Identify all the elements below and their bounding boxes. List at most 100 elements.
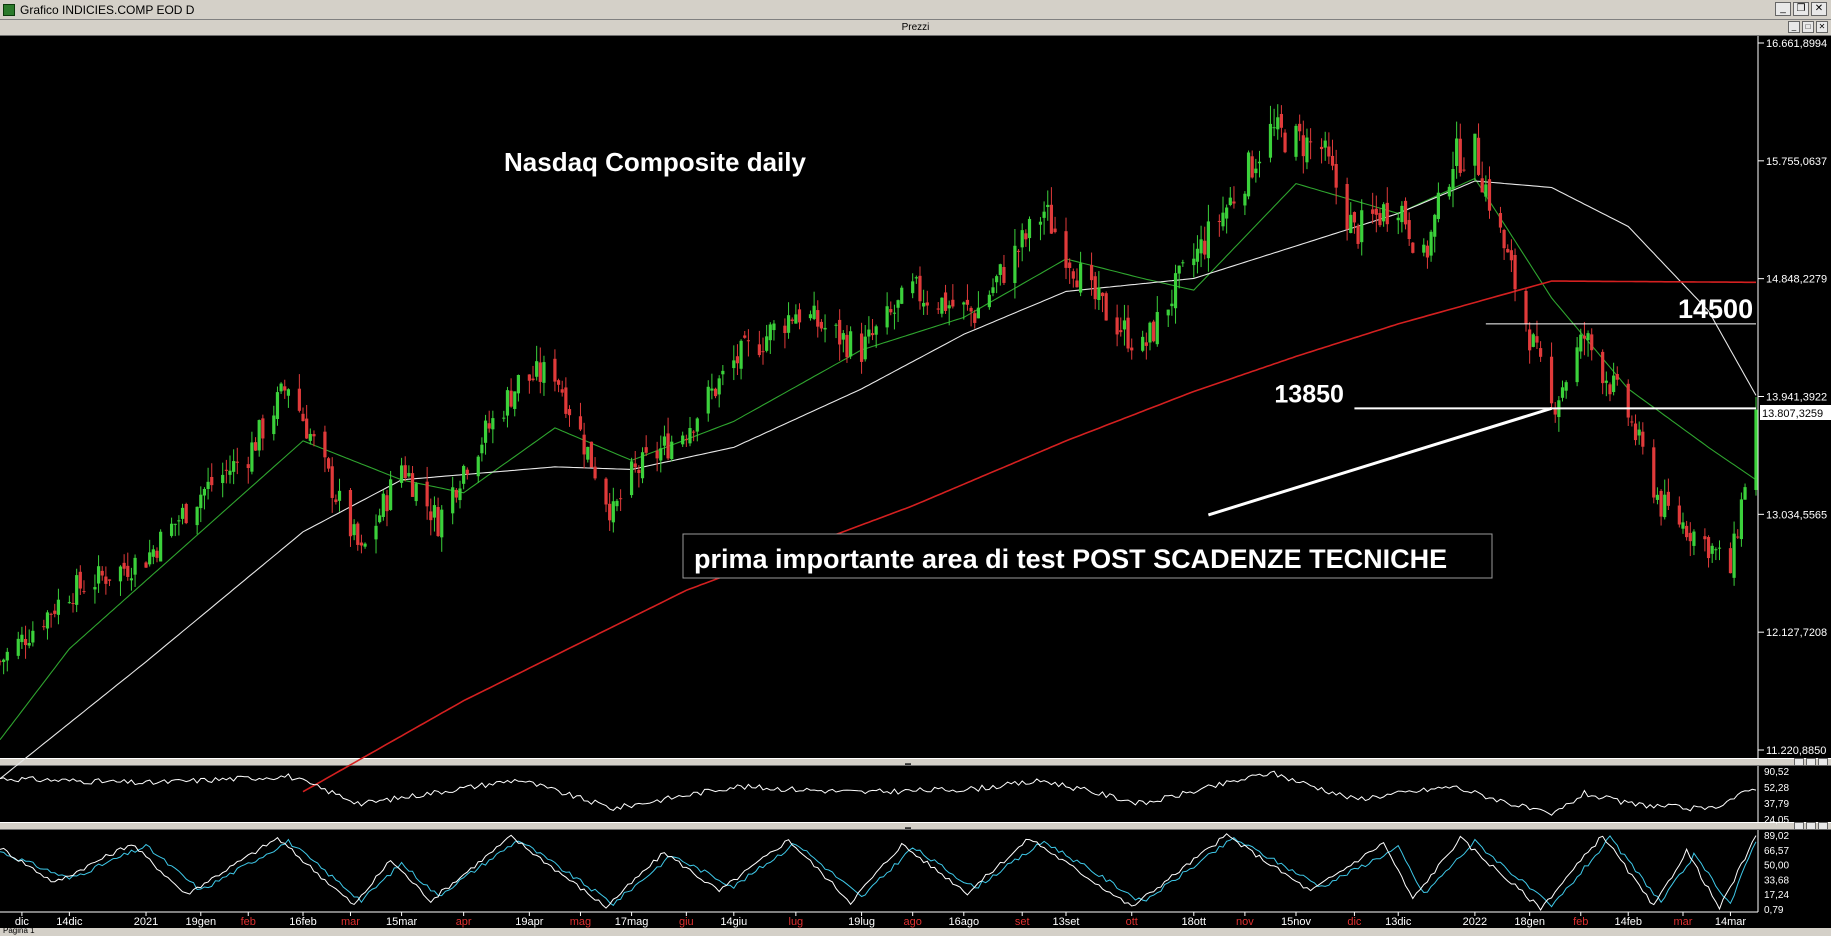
candlestick: [1002, 254, 1006, 285]
date-tick-label: ago: [904, 916, 922, 928]
candlestick: [133, 554, 137, 587]
candlestick: [1221, 196, 1225, 231]
candlestick: [257, 419, 261, 457]
date-tick-label: 14mar: [1715, 916, 1747, 928]
date-tick-label: feb: [1573, 916, 1588, 928]
candlestick: [640, 447, 645, 484]
candlestick: [1020, 223, 1024, 262]
candlestick: [363, 542, 367, 549]
candlestick: [589, 441, 594, 468]
candlestick: [509, 378, 513, 408]
candlestick: [454, 488, 458, 503]
candlestick: [998, 263, 1002, 286]
splitter-2-minimize-icon[interactable]: [1794, 822, 1804, 830]
panel-splitter-2[interactable]: ▬: [0, 822, 1831, 831]
candlestick: [389, 470, 393, 511]
candlestick: [513, 391, 517, 417]
candlestick: [1728, 542, 1733, 574]
candlestick: [1626, 379, 1630, 426]
candlestick: [297, 374, 301, 413]
candlestick: [1502, 228, 1506, 260]
candlestick: [118, 565, 123, 596]
candlestick: [1152, 319, 1156, 343]
panel-maximize-icon[interactable]: □: [1802, 21, 1814, 33]
panel-close-icon[interactable]: ✕: [1816, 21, 1828, 33]
candlestick: [1582, 321, 1587, 356]
candlestick: [1539, 341, 1543, 362]
candlestick: [312, 430, 316, 447]
candlestick: [1564, 380, 1568, 399]
candlestick: [841, 330, 845, 353]
candlestick: [151, 545, 155, 565]
candlestick: [538, 347, 542, 394]
date-tick-label: mag: [570, 916, 591, 928]
candlestick: [885, 292, 889, 335]
splitter-2-close-icon[interactable]: [1818, 822, 1828, 830]
candlestick: [1652, 439, 1656, 504]
candlestick: [1422, 238, 1426, 257]
candlestick: [1038, 217, 1043, 241]
candlestick: [308, 428, 312, 445]
candlestick: [564, 377, 568, 418]
panel-splitter-1[interactable]: ▬: [0, 758, 1831, 767]
candlestick: [1425, 240, 1430, 269]
candlestick: [0, 659, 2, 666]
date-tick-label: 2022: [1463, 916, 1487, 928]
candlestick: [666, 417, 670, 461]
candlestick: [1553, 402, 1557, 423]
candlestick: [232, 449, 236, 485]
candlestick: [516, 374, 521, 402]
candlestick: [75, 568, 79, 613]
candlestick: [710, 373, 714, 400]
candlestick: [615, 498, 619, 512]
candlestick: [279, 382, 283, 395]
date-tick-label: giu: [679, 916, 694, 928]
splitter-1-close-icon[interactable]: [1818, 758, 1828, 766]
candlestick: [655, 441, 659, 472]
splitter-2-maximize-icon[interactable]: [1806, 822, 1816, 830]
candlestick: [1053, 216, 1057, 234]
candlestick: [1641, 422, 1645, 455]
last-price-label: 13.807,3259: [1762, 408, 1823, 420]
oscillator-panel-1[interactable]: 90,52 52,28 37,79 24,05: [0, 766, 1789, 826]
splitter-grip-icon[interactable]: ▬: [905, 761, 911, 767]
candlestick: [582, 422, 586, 469]
minimize-icon[interactable]: _: [1775, 2, 1791, 16]
candlestick: [173, 523, 177, 537]
candlestick: [1407, 212, 1411, 246]
candlestick: [1385, 187, 1389, 232]
candlestick: [356, 521, 360, 551]
candlestick: [330, 457, 334, 513]
candlestick: [1042, 201, 1046, 235]
splitter-1-maximize-icon[interactable]: [1806, 758, 1816, 766]
candlestick: [1586, 330, 1590, 357]
candlestick: [943, 284, 948, 314]
date-tick-label: ott: [1126, 916, 1138, 928]
candlestick: [1217, 214, 1221, 237]
restore-icon[interactable]: ❐: [1793, 2, 1809, 16]
candlestick: [27, 629, 31, 649]
candlestick: [1334, 149, 1338, 205]
candlestick: [1429, 229, 1433, 262]
price-panel-header: Prezzi _ □ ✕: [0, 20, 1831, 36]
candlestick: [1049, 187, 1054, 234]
oscillator-panel-2[interactable]: 89,02 66,57 50,00 33,68 17,24 0,79: [0, 830, 1789, 916]
candlestick: [567, 405, 572, 427]
close-icon[interactable]: ✕: [1811, 2, 1827, 16]
candlestick: [159, 529, 163, 562]
panel-minimize-icon[interactable]: _: [1788, 21, 1800, 33]
candlestick: [483, 414, 488, 455]
date-tick-label: 19apr: [515, 916, 543, 928]
level-label-13850: 13850: [1274, 380, 1344, 408]
candlestick: [586, 446, 590, 463]
price-panel[interactable]: 14500 13850 16.661,8994 15.755,0637 14.848,…: [0, 36, 1831, 793]
candlestick: [1579, 328, 1583, 359]
candlestick: [1279, 105, 1284, 138]
candlestick: [323, 425, 327, 473]
candlestick: [1089, 252, 1094, 296]
date-tick-label: 15mar: [386, 916, 418, 928]
splitter-grip-icon[interactable]: ▬: [905, 825, 911, 831]
splitter-1-minimize-icon[interactable]: [1794, 758, 1804, 766]
candlestick: [1024, 229, 1028, 247]
